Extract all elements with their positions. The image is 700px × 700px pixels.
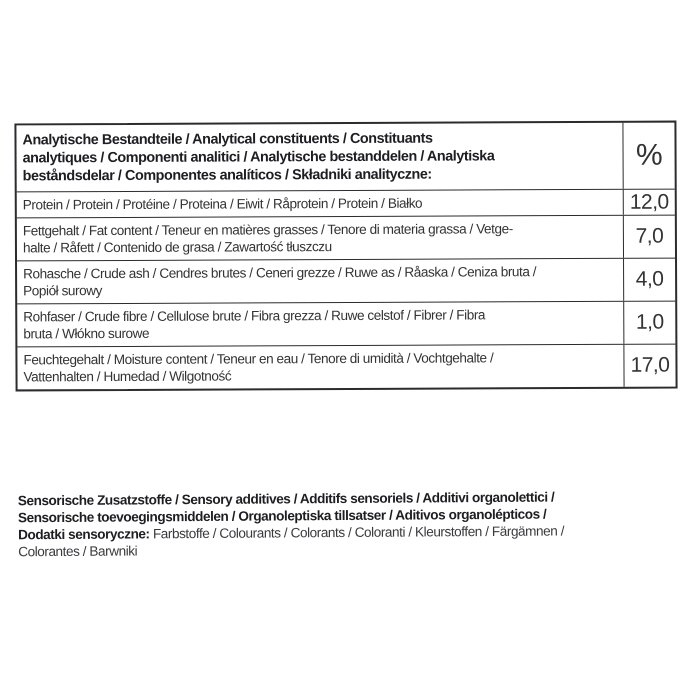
table-row-moisture: Feuchtegehalt / Moisture content / Teneu… xyxy=(17,343,676,390)
analytical-constituents-table: Analytische Bestandteile / Analytical co… xyxy=(14,120,678,392)
row-line: bruta / Włókno surowe xyxy=(23,325,150,342)
row-line: halte / Råfett / Contenido de grasa / Za… xyxy=(22,239,332,256)
row-line: Rohasche / Crude ash / Cendres brutes / … xyxy=(23,264,537,282)
header-label: Analytische Bestandteile / Analytical co… xyxy=(16,123,622,192)
row-label: Feuchtegehalt / Moisture content / Teneu… xyxy=(17,345,623,390)
table-row-fat: Fettgehalt / Fat content / Teneur en mat… xyxy=(16,214,676,261)
row-value: 1,0 xyxy=(623,301,676,344)
row-line: Popiół surowy xyxy=(23,283,102,299)
row-label: Fettgehalt / Fat content / Teneur en mat… xyxy=(17,216,623,261)
row-value: 12,0 xyxy=(622,189,675,215)
table-header-row: Analytische Bestandteile / Analytical co… xyxy=(16,122,675,192)
table-row-ash: Rohasche / Crude ash / Cendres brutes / … xyxy=(17,257,676,304)
row-line: Vattenhalten / Humedad / Wilgotność xyxy=(23,368,232,385)
footer-text: Farbstoffe / Colourants / Colorants / Co… xyxy=(152,523,565,542)
table-row-protein: Protein / Protein / Protéine / Proteina … xyxy=(16,188,675,218)
row-value: 7,0 xyxy=(622,215,676,258)
table-row-fibre: Rohfaser / Crude fibre / Cellulose brute… xyxy=(17,300,676,347)
header-line: beståndsdelar / Componentes analíticos /… xyxy=(22,166,432,185)
row-value: 4,0 xyxy=(623,258,676,301)
row-label: Rohasche / Crude ash / Cendres brutes / … xyxy=(17,259,623,304)
footer-line: Colorantes / Barwniki xyxy=(18,543,138,560)
sensory-additives-text: Sensorische Zusatzstoffe / Sensory addit… xyxy=(18,488,668,561)
row-value: 17,0 xyxy=(623,344,676,387)
row-label: Protein / Protein / Protéine / Proteina … xyxy=(17,190,623,218)
percent-header: % xyxy=(622,122,675,189)
footer-bold-text: Dodatki sensoryczne: xyxy=(18,526,153,543)
row-label: Rohfaser / Crude fibre / Cellulose brute… xyxy=(17,302,623,347)
row-line: Protein / Protein / Protéine / Proteina … xyxy=(22,195,423,213)
